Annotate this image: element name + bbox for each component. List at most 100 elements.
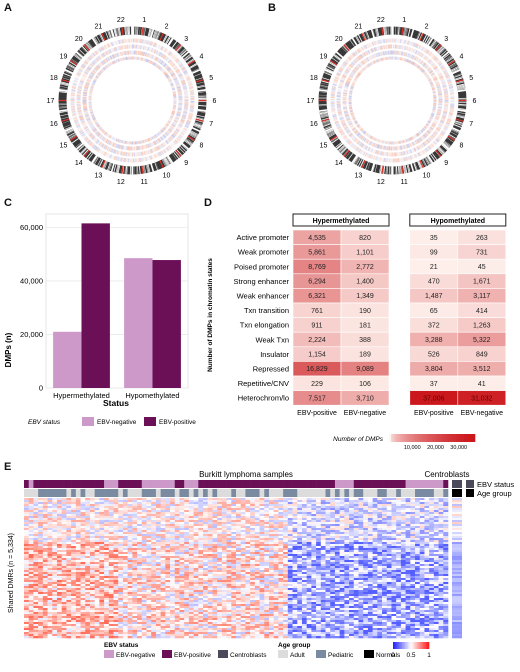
methylation-cell [391, 550, 397, 553]
methylation-cell [24, 578, 30, 581]
methylation-cell [80, 522, 86, 525]
methylation-cell [47, 588, 53, 591]
methylation-cell [297, 526, 303, 529]
methylation-cell [254, 516, 260, 519]
methylation-cell [174, 558, 180, 561]
methylation-cell [113, 554, 119, 557]
methylation-cell [292, 544, 298, 547]
methylation-cell [377, 540, 383, 543]
methylation-cell [127, 594, 133, 597]
methylation-cell [47, 548, 53, 551]
methylation-cell [254, 508, 260, 511]
methylation-cell [429, 566, 435, 569]
methylation-cell [386, 542, 392, 545]
methylation-cell [320, 586, 326, 589]
methylation-cell [33, 546, 39, 549]
methylation-cell [339, 568, 345, 571]
methylation-cell [349, 518, 355, 521]
methylation-cell [396, 566, 402, 569]
methylation-cell [28, 530, 34, 533]
methylation-cell [297, 560, 303, 563]
methylation-cell [108, 576, 114, 579]
methylation-cell [38, 598, 44, 601]
methylation-cell [424, 518, 430, 521]
methylation-cell [141, 598, 147, 601]
methylation-cell [339, 502, 345, 505]
chromosome-label: 21 [95, 23, 103, 30]
methylation-cell [174, 512, 180, 515]
methylation-cell [61, 586, 67, 589]
methylation-cell [221, 530, 227, 533]
methylation-cell [358, 540, 364, 543]
methylation-cell [287, 556, 293, 559]
methylation-cell [259, 508, 265, 511]
methylation-cell [386, 536, 392, 539]
methylation-cell [433, 572, 439, 575]
chromosome-label: 8 [460, 142, 464, 149]
methylation-cell [334, 528, 340, 531]
methylation-cell [240, 528, 246, 531]
methylation-cell [349, 564, 355, 567]
methylation-cell [99, 596, 105, 599]
methylation-cell [363, 522, 369, 525]
methylation-cell [367, 594, 373, 597]
methylation-cell [325, 512, 331, 515]
methylation-cell [203, 516, 209, 519]
methylation-cell [203, 506, 209, 509]
methylation-cell [268, 592, 274, 595]
methylation-cell [71, 568, 77, 571]
methylation-cell [396, 520, 402, 523]
methylation-cell [28, 556, 34, 559]
methylation-cell [410, 572, 416, 575]
methylation-cell [89, 568, 95, 571]
centroblast-cell [452, 502, 462, 505]
methylation-cell [316, 548, 322, 551]
methylation-cell [325, 548, 331, 551]
methylation-cell [217, 558, 223, 561]
methylation-cell [170, 538, 176, 541]
methylation-cell [301, 526, 307, 529]
methylation-cell [236, 542, 242, 545]
methylation-cell [141, 554, 147, 557]
methylation-cell [155, 576, 161, 579]
methylation-cell [146, 504, 152, 507]
methylation-cell [94, 586, 100, 589]
methylation-cell [236, 498, 242, 501]
methylation-cell [104, 504, 110, 507]
methylation-cell [273, 574, 279, 577]
methylation-cell [137, 598, 143, 601]
age-annotation-cell [443, 489, 449, 497]
methylation-cell [358, 498, 364, 501]
methylation-cell [207, 578, 213, 581]
methylation-cell [311, 524, 317, 527]
methylation-cell [344, 592, 350, 595]
methylation-cell [85, 544, 91, 547]
methylation-cell [236, 556, 242, 559]
methylation-cell [132, 576, 138, 579]
methylation-cell [94, 508, 100, 511]
methylation-cell [193, 518, 199, 521]
methylation-cell [160, 576, 166, 579]
methylation-cell [80, 562, 86, 565]
methylation-cell [292, 552, 298, 555]
cell-value: 1,263 [473, 322, 491, 329]
chromosome-label: 8 [200, 142, 204, 149]
methylation-cell [330, 522, 336, 525]
methylation-cell [386, 566, 392, 569]
colorbar-tick: 10,000 [404, 445, 421, 451]
methylation-cell [226, 554, 232, 557]
methylation-cell [75, 556, 81, 559]
methylation-cell [165, 522, 171, 525]
methylation-cell [184, 530, 190, 533]
centroblast-cell [452, 594, 462, 597]
methylation-cell [391, 544, 397, 547]
methylation-cell [292, 516, 298, 519]
methylation-cell [151, 522, 157, 525]
methylation-cell [278, 584, 284, 587]
methylation-cell [353, 510, 359, 513]
methylation-cell [245, 530, 251, 533]
methylation-cell [104, 578, 110, 581]
methylation-cell [344, 536, 350, 539]
methylation-cell [287, 540, 293, 543]
methylation-cell [367, 592, 373, 595]
